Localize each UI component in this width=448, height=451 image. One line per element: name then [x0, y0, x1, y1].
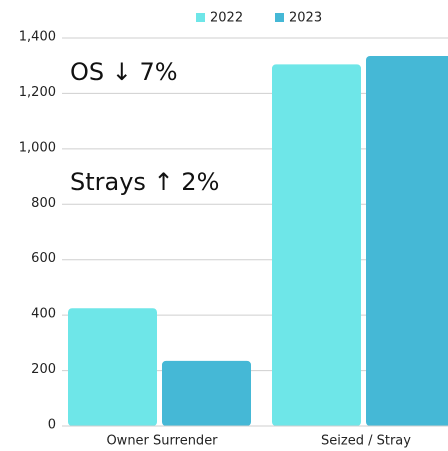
y-tick-label: 600 — [31, 251, 56, 266]
legend-swatch — [196, 13, 205, 22]
y-tick-label: 400 — [31, 307, 56, 322]
y-tick-label: 800 — [31, 196, 56, 211]
legend-label: 2023 — [289, 11, 322, 26]
y-tick-label: 1,400 — [19, 30, 56, 45]
x-tick-label: Seized / Stray — [321, 434, 411, 449]
legend-label: 2022 — [210, 11, 243, 26]
y-tick-label: 1,000 — [19, 140, 56, 155]
y-tick-label: 0 — [48, 418, 56, 433]
x-tick-label: Owner Surrender — [106, 434, 218, 449]
y-tick-label: 200 — [31, 362, 56, 377]
bar — [162, 360, 251, 426]
legend-swatch — [275, 13, 284, 22]
annotation: OS ↓ 7% — [70, 58, 178, 86]
y-tick-label: 1,200 — [19, 85, 56, 100]
bar — [272, 64, 361, 426]
bar — [68, 308, 157, 426]
bar — [366, 56, 448, 426]
annotation: Strays ↑ 2% — [70, 168, 219, 196]
